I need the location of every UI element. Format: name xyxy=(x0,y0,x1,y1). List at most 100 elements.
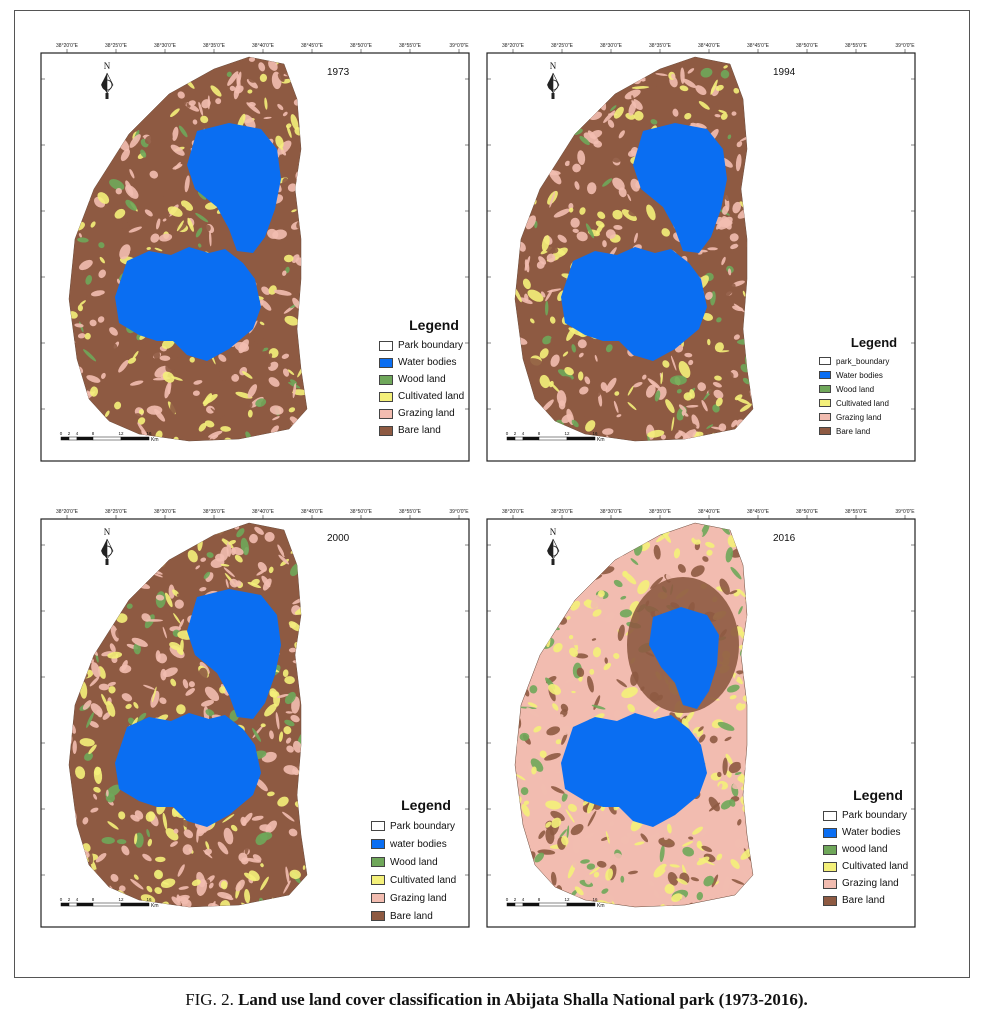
longitude-tick-label: 38°45'0"E xyxy=(747,509,770,515)
upper-lake xyxy=(649,607,719,709)
legend-label: Wood land xyxy=(836,384,875,394)
figure-frame: 38°20'0"E 38°25'0"E 38°30'0"E 38°35'0"E 38°4… xyxy=(14,10,970,978)
scale-tick-label: 0 xyxy=(60,431,63,436)
legend-swatch xyxy=(379,340,393,351)
scale-unit-label: Km xyxy=(597,437,605,443)
legend-label: Wood land xyxy=(398,374,446,385)
year-label: 2000 xyxy=(327,533,350,544)
map-legend: Legend Park boundary Water bodies Wood land… xyxy=(379,317,489,439)
legend-swatch xyxy=(379,391,393,402)
scale-tick-label: 16 xyxy=(592,897,598,902)
longitude-tick-label: 38°45'0"E xyxy=(747,43,770,49)
legend-label: Park boundary xyxy=(842,810,908,821)
lower-lake xyxy=(561,713,707,827)
longitude-tick-label: 38°35'0"E xyxy=(649,43,672,49)
legend-swatch xyxy=(823,827,837,838)
legend-label: Grazing land xyxy=(398,408,455,419)
longitude-tick-label: 38°40'0"E xyxy=(698,43,721,49)
lower-lake xyxy=(561,247,707,361)
scale-tick-label: 12 xyxy=(564,897,570,902)
longitude-tick-label: 38°30'0"E xyxy=(154,43,177,49)
legend-swatch xyxy=(379,425,393,436)
longitude-tick-label: 38°40'0"E xyxy=(698,509,721,515)
legend-label: Bare land xyxy=(836,426,871,436)
legend-item: Cultivated land xyxy=(371,871,481,889)
scale-tick-label: 0 xyxy=(506,897,509,902)
scale-tick-label: 8 xyxy=(92,431,95,436)
upper-lake xyxy=(633,123,727,253)
longitude-tick-label: 38°55'0"E xyxy=(399,509,422,515)
legend-item: Wood land xyxy=(371,853,481,871)
legend-item: Park boundary xyxy=(379,337,489,354)
scale-tick-label: 8 xyxy=(538,431,541,436)
legend-item: Water bodies xyxy=(379,354,489,371)
longitude-tick-label: 38°35'0"E xyxy=(203,43,226,49)
year-label: 1973 xyxy=(327,67,350,78)
legend-item: Grazing land xyxy=(823,875,933,892)
legend-swatch xyxy=(371,839,385,849)
legend-label: Water bodies xyxy=(398,357,457,368)
longitude-tick-label: 38°35'0"E xyxy=(203,509,226,515)
longitude-tick-label: 38°50'0"E xyxy=(350,43,373,49)
legend-swatch xyxy=(823,861,837,872)
year-label: 2016 xyxy=(773,533,796,544)
legend-swatch xyxy=(819,427,831,435)
legend-item: Wood land xyxy=(819,382,929,396)
scale-unit-label: Km xyxy=(151,903,159,909)
scale-tick-label: 0 xyxy=(60,897,63,902)
legend-label: Wood land xyxy=(390,856,438,868)
scale-tick-label: 16 xyxy=(592,431,598,436)
legend-label: Park boundary xyxy=(398,340,464,351)
legend-swatch xyxy=(819,413,831,421)
legend-swatch xyxy=(823,810,837,821)
longitude-tick-label: 38°25'0"E xyxy=(551,43,574,49)
longitude-tick-label: 38°30'0"E xyxy=(154,509,177,515)
lower-lake xyxy=(115,247,261,361)
legend-label: park_boundary xyxy=(836,356,890,366)
legend-label: Grazing land xyxy=(842,878,899,889)
longitude-tick-label: 38°55'0"E xyxy=(845,509,868,515)
longitude-tick-label: 38°20'0"E xyxy=(56,43,79,49)
legend-item: Cultivated land xyxy=(823,858,933,875)
legend-swatch xyxy=(379,357,393,368)
legend-swatch xyxy=(371,857,385,867)
legend-label: Park boundary xyxy=(390,820,456,832)
map-legend: Legend Park boundary water bodies Wood land… xyxy=(371,797,481,925)
longitude-tick-label: 38°50'0"E xyxy=(350,509,373,515)
legend-label: wood land xyxy=(842,844,888,855)
legend-item: Water bodies xyxy=(823,824,933,841)
legend-item: Bare land xyxy=(371,907,481,925)
north-label: N xyxy=(104,61,111,71)
legend-swatch xyxy=(379,374,393,385)
legend-item: Bare land xyxy=(379,422,489,439)
legend-title: Legend xyxy=(401,797,451,813)
longitude-tick-label: 38°30'0"E xyxy=(600,509,623,515)
lower-lake xyxy=(115,713,261,827)
north-arrow-icon: N xyxy=(101,61,114,99)
legend-swatch xyxy=(371,893,385,903)
scale-tick-label: 2 xyxy=(68,431,71,436)
longitude-tick-label: 38°45'0"E xyxy=(301,43,324,49)
legend-label: Cultivated land xyxy=(398,391,465,402)
legend-label: Cultivated land xyxy=(836,398,889,408)
legend-item: Cultivated land xyxy=(379,388,489,405)
longitude-tick-label: 38°55'0"E xyxy=(399,43,422,49)
longitude-tick-label: 39°0'0"E xyxy=(449,509,469,515)
scale-unit-label: Km xyxy=(597,903,605,909)
north-arrow-icon: N xyxy=(101,527,114,565)
longitude-tick-label: 39°0'0"E xyxy=(895,43,915,49)
legend-item: park_boundary xyxy=(819,354,929,368)
map-panel-2000: 38°20'0"E 38°25'0"E 38°30'0"E 38°35'0"E 38°4… xyxy=(39,505,515,987)
map-panel-2016: 38°20'0"E 38°25'0"E 38°30'0"E 38°35'0"E 38°4… xyxy=(485,505,961,987)
upper-lake xyxy=(187,589,281,719)
legend-swatch xyxy=(819,371,831,379)
longitude-tick-label: 38°20'0"E xyxy=(502,509,525,515)
map-legend: Legend park_boundary Water bodies Wood land… xyxy=(819,335,929,438)
map-panel-1994: 38°20'0"E 38°25'0"E 38°30'0"E 38°35'0"E 38°4… xyxy=(485,39,961,521)
caption-prefix: FIG. 2. xyxy=(185,990,234,1009)
scale-tick-label: 12 xyxy=(118,431,124,436)
legend-item: Bare land xyxy=(819,424,929,438)
legend-item: Park boundary xyxy=(823,807,933,824)
